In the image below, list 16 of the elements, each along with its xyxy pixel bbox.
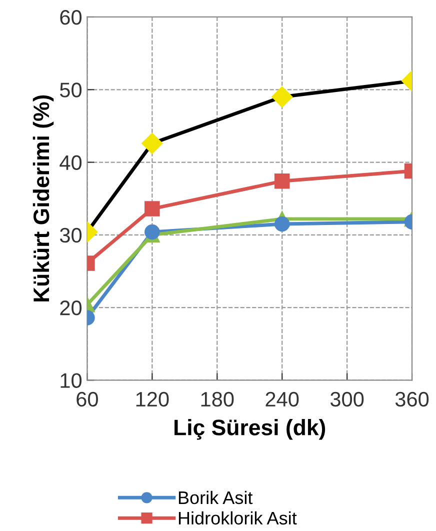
y-tick-label: 30 [60, 228, 82, 243]
legend-label: Borik Asit [178, 490, 253, 504]
x-tick-label: 300 [330, 392, 364, 407]
x-tick-label: 360 [395, 392, 429, 407]
y-tick-label: 60 [60, 10, 82, 25]
y-tick-label: 50 [60, 82, 82, 98]
x-axis-title: Liç Süresi (dk) [174, 419, 326, 440]
y-axis-title: Kükürt Giderimi (%) [32, 95, 54, 302]
y-tick-label: 20 [60, 300, 82, 316]
x-tick-label: 240 [266, 392, 299, 407]
y-tick-label: 40 [60, 155, 82, 170]
x-tick-label: 180 [201, 392, 234, 407]
y-tick-label: 10 [60, 373, 82, 388]
legend-label: Hidroklorik Asit [178, 511, 297, 525]
x-tick-label: 60 [76, 392, 98, 407]
x-tick-label: 120 [136, 392, 169, 407]
